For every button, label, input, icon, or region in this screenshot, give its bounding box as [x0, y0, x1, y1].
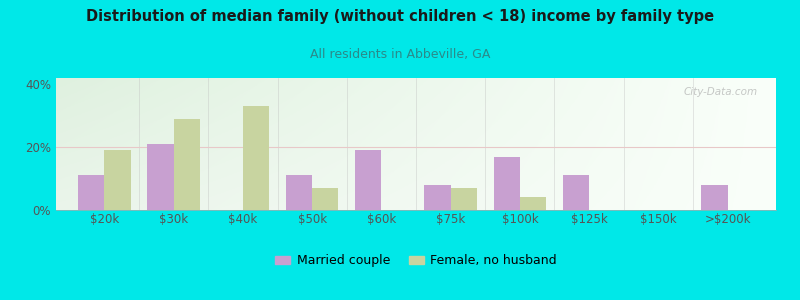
Bar [424, 185, 450, 210]
Legend: Married couple, Female, no husband: Married couple, Female, no husband [270, 249, 562, 272]
Text: City-Data.com: City-Data.com [684, 87, 758, 97]
Bar [286, 176, 312, 210]
Bar [562, 176, 589, 210]
Bar [312, 188, 338, 210]
Text: Distribution of median family (without children < 18) income by family type: Distribution of median family (without c… [86, 9, 714, 24]
Bar [243, 106, 270, 210]
Bar [355, 150, 382, 210]
Bar [174, 119, 200, 210]
Bar [450, 188, 477, 210]
Bar [105, 150, 130, 210]
Bar [520, 197, 546, 210]
Bar [702, 185, 727, 210]
Bar [494, 157, 520, 210]
Bar [78, 176, 105, 210]
Bar [147, 144, 174, 210]
Text: All residents in Abbeville, GA: All residents in Abbeville, GA [310, 48, 490, 61]
